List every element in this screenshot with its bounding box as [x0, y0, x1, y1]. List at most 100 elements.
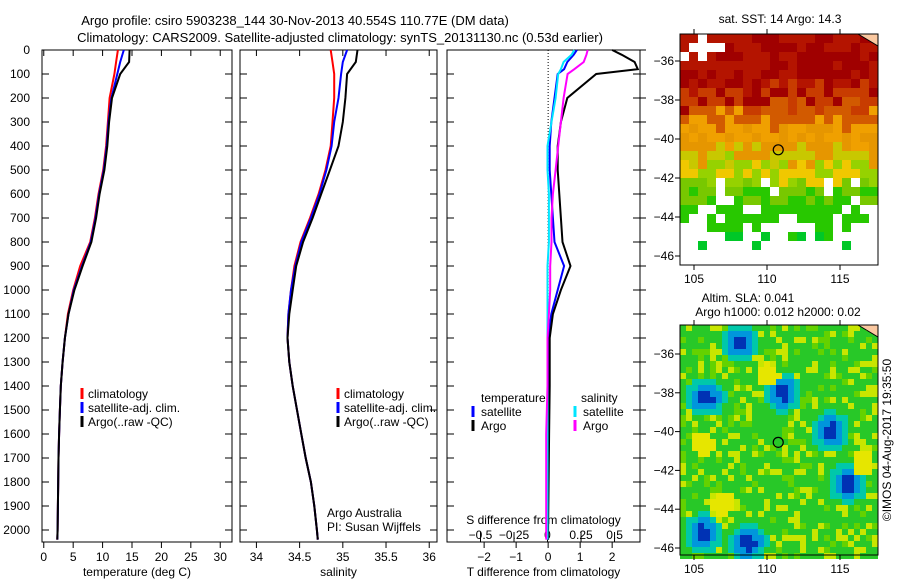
map-cell [830, 463, 836, 469]
map-cell [788, 43, 797, 52]
map-cell [782, 397, 788, 403]
map-cell [680, 106, 689, 115]
map-cell [734, 88, 743, 97]
map-cell [869, 187, 878, 196]
map-cell [797, 34, 806, 43]
map-cell [686, 511, 692, 517]
map-cell [728, 427, 734, 433]
map-cell [686, 403, 692, 409]
depth-tick-label: 1900 [3, 499, 30, 513]
map-cell [833, 196, 842, 205]
map-cell [722, 409, 728, 415]
map-cell [692, 367, 698, 373]
map-cell [815, 115, 824, 124]
map-cell [752, 403, 758, 409]
map-cell [692, 481, 698, 487]
map-cell [734, 487, 740, 493]
map-cell [860, 505, 866, 511]
map-cell [854, 481, 860, 487]
map-cell [815, 151, 824, 160]
map-cell [866, 535, 872, 541]
map-cell [710, 403, 716, 409]
map-cell [812, 367, 818, 373]
map-cell [806, 79, 815, 88]
map-cell [860, 463, 866, 469]
map-cell [830, 547, 836, 553]
map-cell [788, 205, 797, 214]
map-cell [728, 541, 734, 547]
map-cell [698, 421, 704, 427]
map-cell [830, 385, 836, 391]
map-cell [758, 427, 764, 433]
map-cell [704, 487, 710, 493]
map-cell [866, 445, 872, 451]
map-cell [860, 34, 869, 43]
map-cell [704, 511, 710, 517]
map-cell [794, 499, 800, 505]
map-cell [692, 397, 698, 403]
map-cell [782, 469, 788, 475]
map-cell [752, 433, 758, 439]
map-cell [734, 373, 740, 379]
map-cell [758, 445, 764, 451]
map-cell [794, 349, 800, 355]
legend-label: climatology [344, 387, 404, 401]
map-cell [770, 367, 776, 373]
map-cell [824, 493, 830, 499]
map-cell [680, 547, 686, 553]
map-cell [797, 214, 806, 223]
map-cell [788, 373, 794, 379]
map-cell [740, 355, 746, 361]
map-cell [860, 61, 869, 70]
map-cell [698, 397, 704, 403]
map-cell [788, 385, 794, 391]
map-cell [704, 493, 710, 499]
map-cell [740, 445, 746, 451]
map-cell [722, 487, 728, 493]
map-cell [833, 178, 842, 187]
map-cell [860, 196, 869, 205]
map-cell [752, 196, 761, 205]
map-cell [722, 361, 728, 367]
map-cell [740, 439, 746, 445]
map-cell [746, 499, 752, 505]
sla-map: 105 110 115−36−38−40−42−44−46 [654, 320, 879, 576]
map-cell [704, 385, 710, 391]
map-cell [740, 409, 746, 415]
map-cell [722, 475, 728, 481]
s-diff-tick-label: 0.25 [569, 528, 593, 542]
map-cell [788, 178, 797, 187]
map-cell [761, 79, 770, 88]
map-cell [842, 187, 851, 196]
map-cell [734, 325, 740, 331]
map-cell [872, 499, 878, 505]
map-cell [824, 529, 830, 535]
map-cell [806, 409, 812, 415]
map-cell [710, 427, 716, 433]
map-cell [848, 367, 854, 373]
map-cell [794, 475, 800, 481]
map-cell [692, 427, 698, 433]
map-cell [680, 487, 686, 493]
map-cell [848, 331, 854, 337]
map-cell [692, 451, 698, 457]
map-cell [833, 34, 842, 43]
map-cell [764, 499, 770, 505]
map-cell [851, 88, 860, 97]
map-cell [710, 523, 716, 529]
map-cell [692, 409, 698, 415]
map-cell [725, 52, 734, 61]
map-cell [698, 511, 704, 517]
map-cell [797, 151, 806, 160]
x-tick-label: −2 [477, 550, 491, 564]
map-cell [782, 355, 788, 361]
map-cell [806, 505, 812, 511]
map-cell [854, 505, 860, 511]
map-cell [812, 445, 818, 451]
depth-tick-label: 2000 [3, 523, 30, 537]
map-cell [782, 349, 788, 355]
map-cell [710, 343, 716, 349]
map-cell [854, 469, 860, 475]
map-cell [854, 475, 860, 481]
title-line1: Argo profile: csiro 5903238_144 30-Nov-2… [81, 13, 509, 28]
